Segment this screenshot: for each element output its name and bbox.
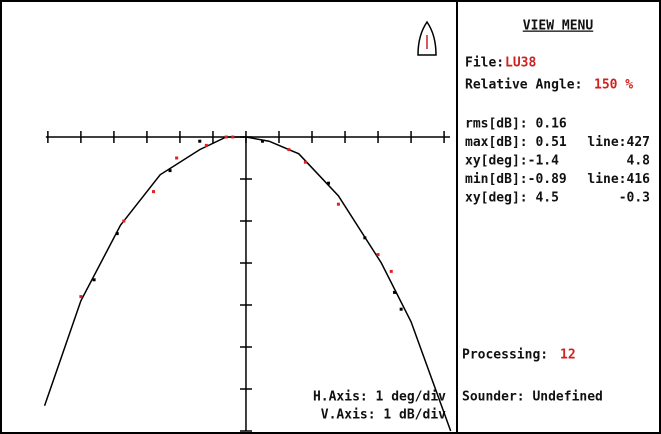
stat-label: max[dB]: 0.51 (465, 135, 567, 150)
sounder: Sounder: Undefined (462, 390, 603, 405)
menu-title: VIEW MENU (523, 19, 594, 34)
data-point (168, 169, 172, 173)
stat-label: rms[dB]: 0.16 (465, 117, 567, 132)
data-point (204, 143, 208, 147)
stat-extra: 4.8 (627, 154, 651, 169)
data-point (92, 278, 96, 282)
data-point (336, 202, 340, 206)
data-point (260, 139, 264, 143)
stat-extra: line:427 (587, 135, 650, 150)
angle-label: Relative Angle: (465, 78, 582, 93)
processing-value: 12 (560, 348, 576, 363)
boat-icon (417, 20, 437, 56)
data-point (389, 269, 393, 273)
data-point (399, 307, 403, 311)
data-point (363, 236, 367, 240)
data-point (79, 295, 83, 299)
processing-label: Processing: (462, 348, 548, 363)
data-point (122, 219, 126, 223)
fit-curve (43, 136, 452, 432)
data-point (198, 139, 202, 143)
stat-extra: line:416 (587, 172, 650, 187)
data-point (393, 290, 397, 294)
data-point (287, 148, 291, 152)
data-point (152, 190, 156, 194)
stat-label: xy[deg]: 4.5 (465, 191, 559, 206)
data-point (224, 135, 228, 139)
data-point (376, 253, 380, 257)
file-name: LU38 (505, 56, 536, 71)
data-point (175, 156, 179, 160)
data-point (231, 135, 235, 139)
v-axis-note: V.Axis: 1 dB/div (321, 408, 446, 423)
file-label: File: (465, 56, 504, 71)
data-point (115, 232, 119, 236)
stat-extra: -0.3 (619, 191, 650, 206)
stat-label: min[dB]:-0.89 (465, 172, 567, 187)
angle-value: 150 % (594, 78, 633, 93)
h-axis-note: H.Axis: 1 deg/div (313, 390, 446, 405)
data-point (327, 181, 331, 185)
stat-label: xy[deg]:-1.4 (465, 154, 559, 169)
data-point (303, 160, 307, 164)
